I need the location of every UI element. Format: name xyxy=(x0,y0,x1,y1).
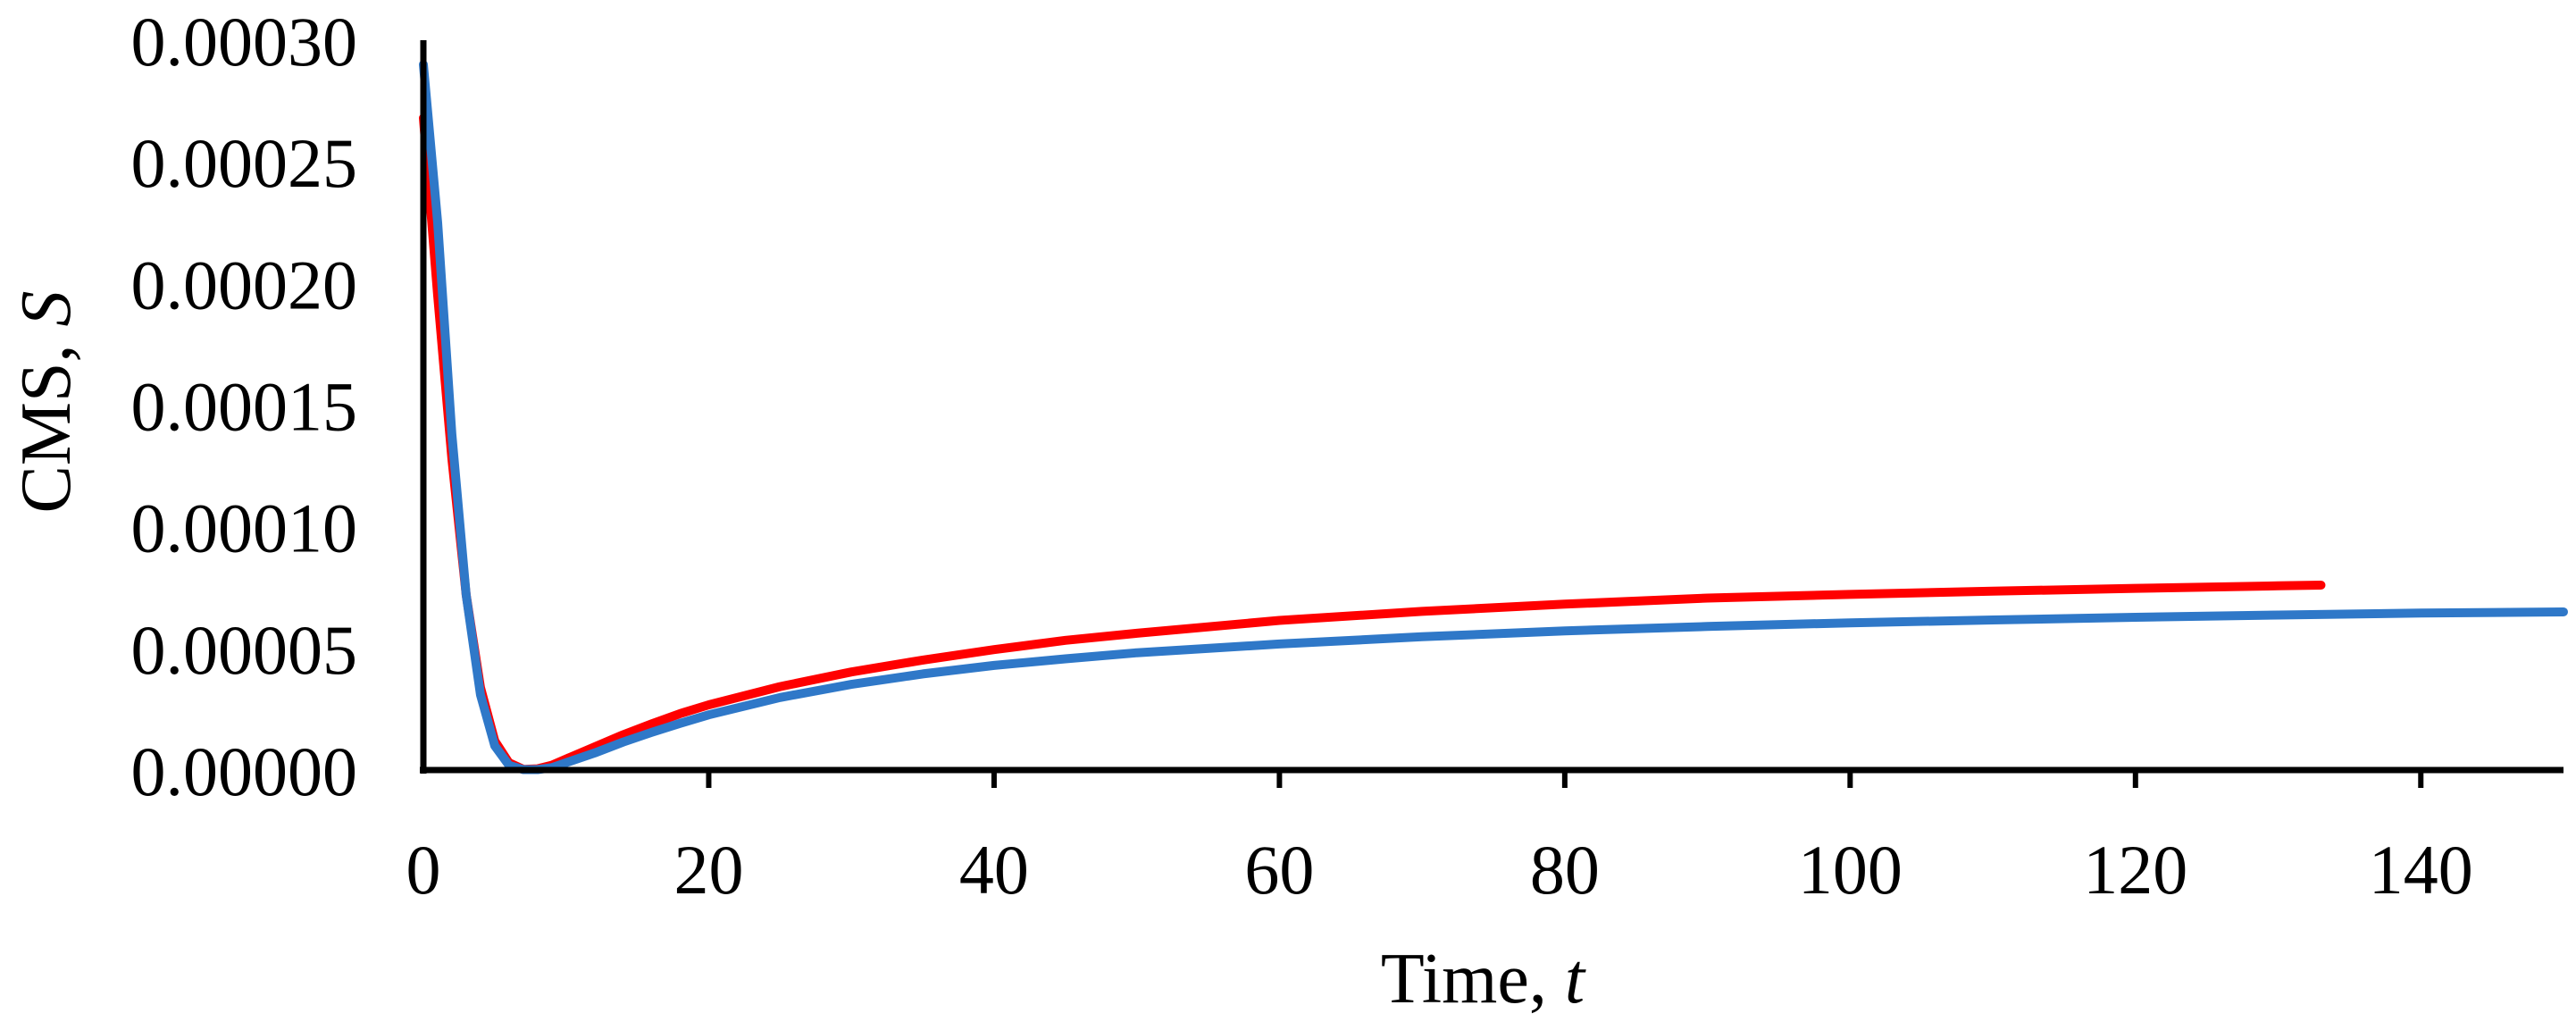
y-axis-title: CMS, S xyxy=(7,291,86,514)
x-tick-label: 140 xyxy=(2369,831,2473,909)
series-line-red xyxy=(419,113,2326,775)
x-axis-title-text: Time, xyxy=(1381,940,1565,1018)
y-axis-title-variable: S xyxy=(7,291,86,327)
x-tick-label: 80 xyxy=(1530,831,1600,909)
y-tick-label: 0.00010 xyxy=(131,490,358,567)
y-tick-label: 0.00015 xyxy=(131,368,358,446)
series-line-blue xyxy=(419,60,2568,775)
y-ticks: 0.00000 0.00005 0.00010 0.00015 0.00020 0.000… xyxy=(131,3,358,810)
y-tick-label: 0.00020 xyxy=(131,246,358,323)
x-axis-title-variable: t xyxy=(1565,940,1586,1018)
x-tick-label: 20 xyxy=(673,831,743,909)
y-tick-label: 0.00000 xyxy=(131,733,358,810)
y-axis-title-text: CMS, xyxy=(7,327,86,514)
x-ticks: 0 20 40 60 80 100 120 140 xyxy=(406,770,2473,909)
y-tick-label: 0.00025 xyxy=(131,124,358,202)
y-tick-label: 0.00005 xyxy=(131,611,358,689)
x-tick-label: 60 xyxy=(1244,831,1314,909)
x-tick-label: 120 xyxy=(2083,831,2187,909)
y-tick-label: 0.00030 xyxy=(131,3,358,80)
x-tick-label: 40 xyxy=(959,831,1029,909)
series-layer xyxy=(419,60,2568,775)
x-tick-label: 100 xyxy=(1798,831,1903,909)
x-axis-title: Time, t xyxy=(1381,940,1586,1018)
x-tick-label: 0 xyxy=(406,831,441,909)
